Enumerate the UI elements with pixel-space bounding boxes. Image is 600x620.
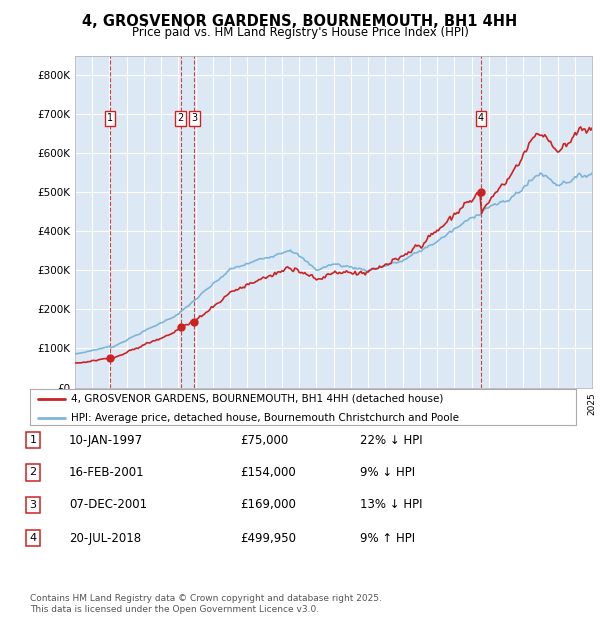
Text: 07-DEC-2001: 07-DEC-2001 [69,498,147,511]
Text: 16-FEB-2001: 16-FEB-2001 [69,466,145,479]
Text: 9% ↑ HPI: 9% ↑ HPI [360,532,415,544]
Text: 4, GROSVENOR GARDENS, BOURNEMOUTH, BH1 4HH: 4, GROSVENOR GARDENS, BOURNEMOUTH, BH1 4… [82,14,518,29]
Text: Contains HM Land Registry data © Crown copyright and database right 2025.
This d: Contains HM Land Registry data © Crown c… [30,595,382,614]
Text: 1: 1 [29,435,37,445]
Text: 9% ↓ HPI: 9% ↓ HPI [360,466,415,479]
Text: 10-JAN-1997: 10-JAN-1997 [69,434,143,446]
Text: 20-JUL-2018: 20-JUL-2018 [69,532,141,544]
Text: £75,000: £75,000 [240,434,288,446]
Text: HPI: Average price, detached house, Bournemouth Christchurch and Poole: HPI: Average price, detached house, Bour… [71,413,459,423]
Text: Price paid vs. HM Land Registry's House Price Index (HPI): Price paid vs. HM Land Registry's House … [131,26,469,39]
Text: 13% ↓ HPI: 13% ↓ HPI [360,498,422,511]
Text: 2: 2 [29,467,37,477]
Text: 2: 2 [178,113,184,123]
Text: 22% ↓ HPI: 22% ↓ HPI [360,434,422,446]
Text: 4, GROSVENOR GARDENS, BOURNEMOUTH, BH1 4HH (detached house): 4, GROSVENOR GARDENS, BOURNEMOUTH, BH1 4… [71,394,443,404]
Text: 3: 3 [29,500,37,510]
Text: 4: 4 [478,113,484,123]
Text: 3: 3 [191,113,197,123]
Text: £169,000: £169,000 [240,498,296,511]
Text: £154,000: £154,000 [240,466,296,479]
Text: 1: 1 [107,113,113,123]
Text: 4: 4 [29,533,37,543]
Text: £499,950: £499,950 [240,532,296,544]
